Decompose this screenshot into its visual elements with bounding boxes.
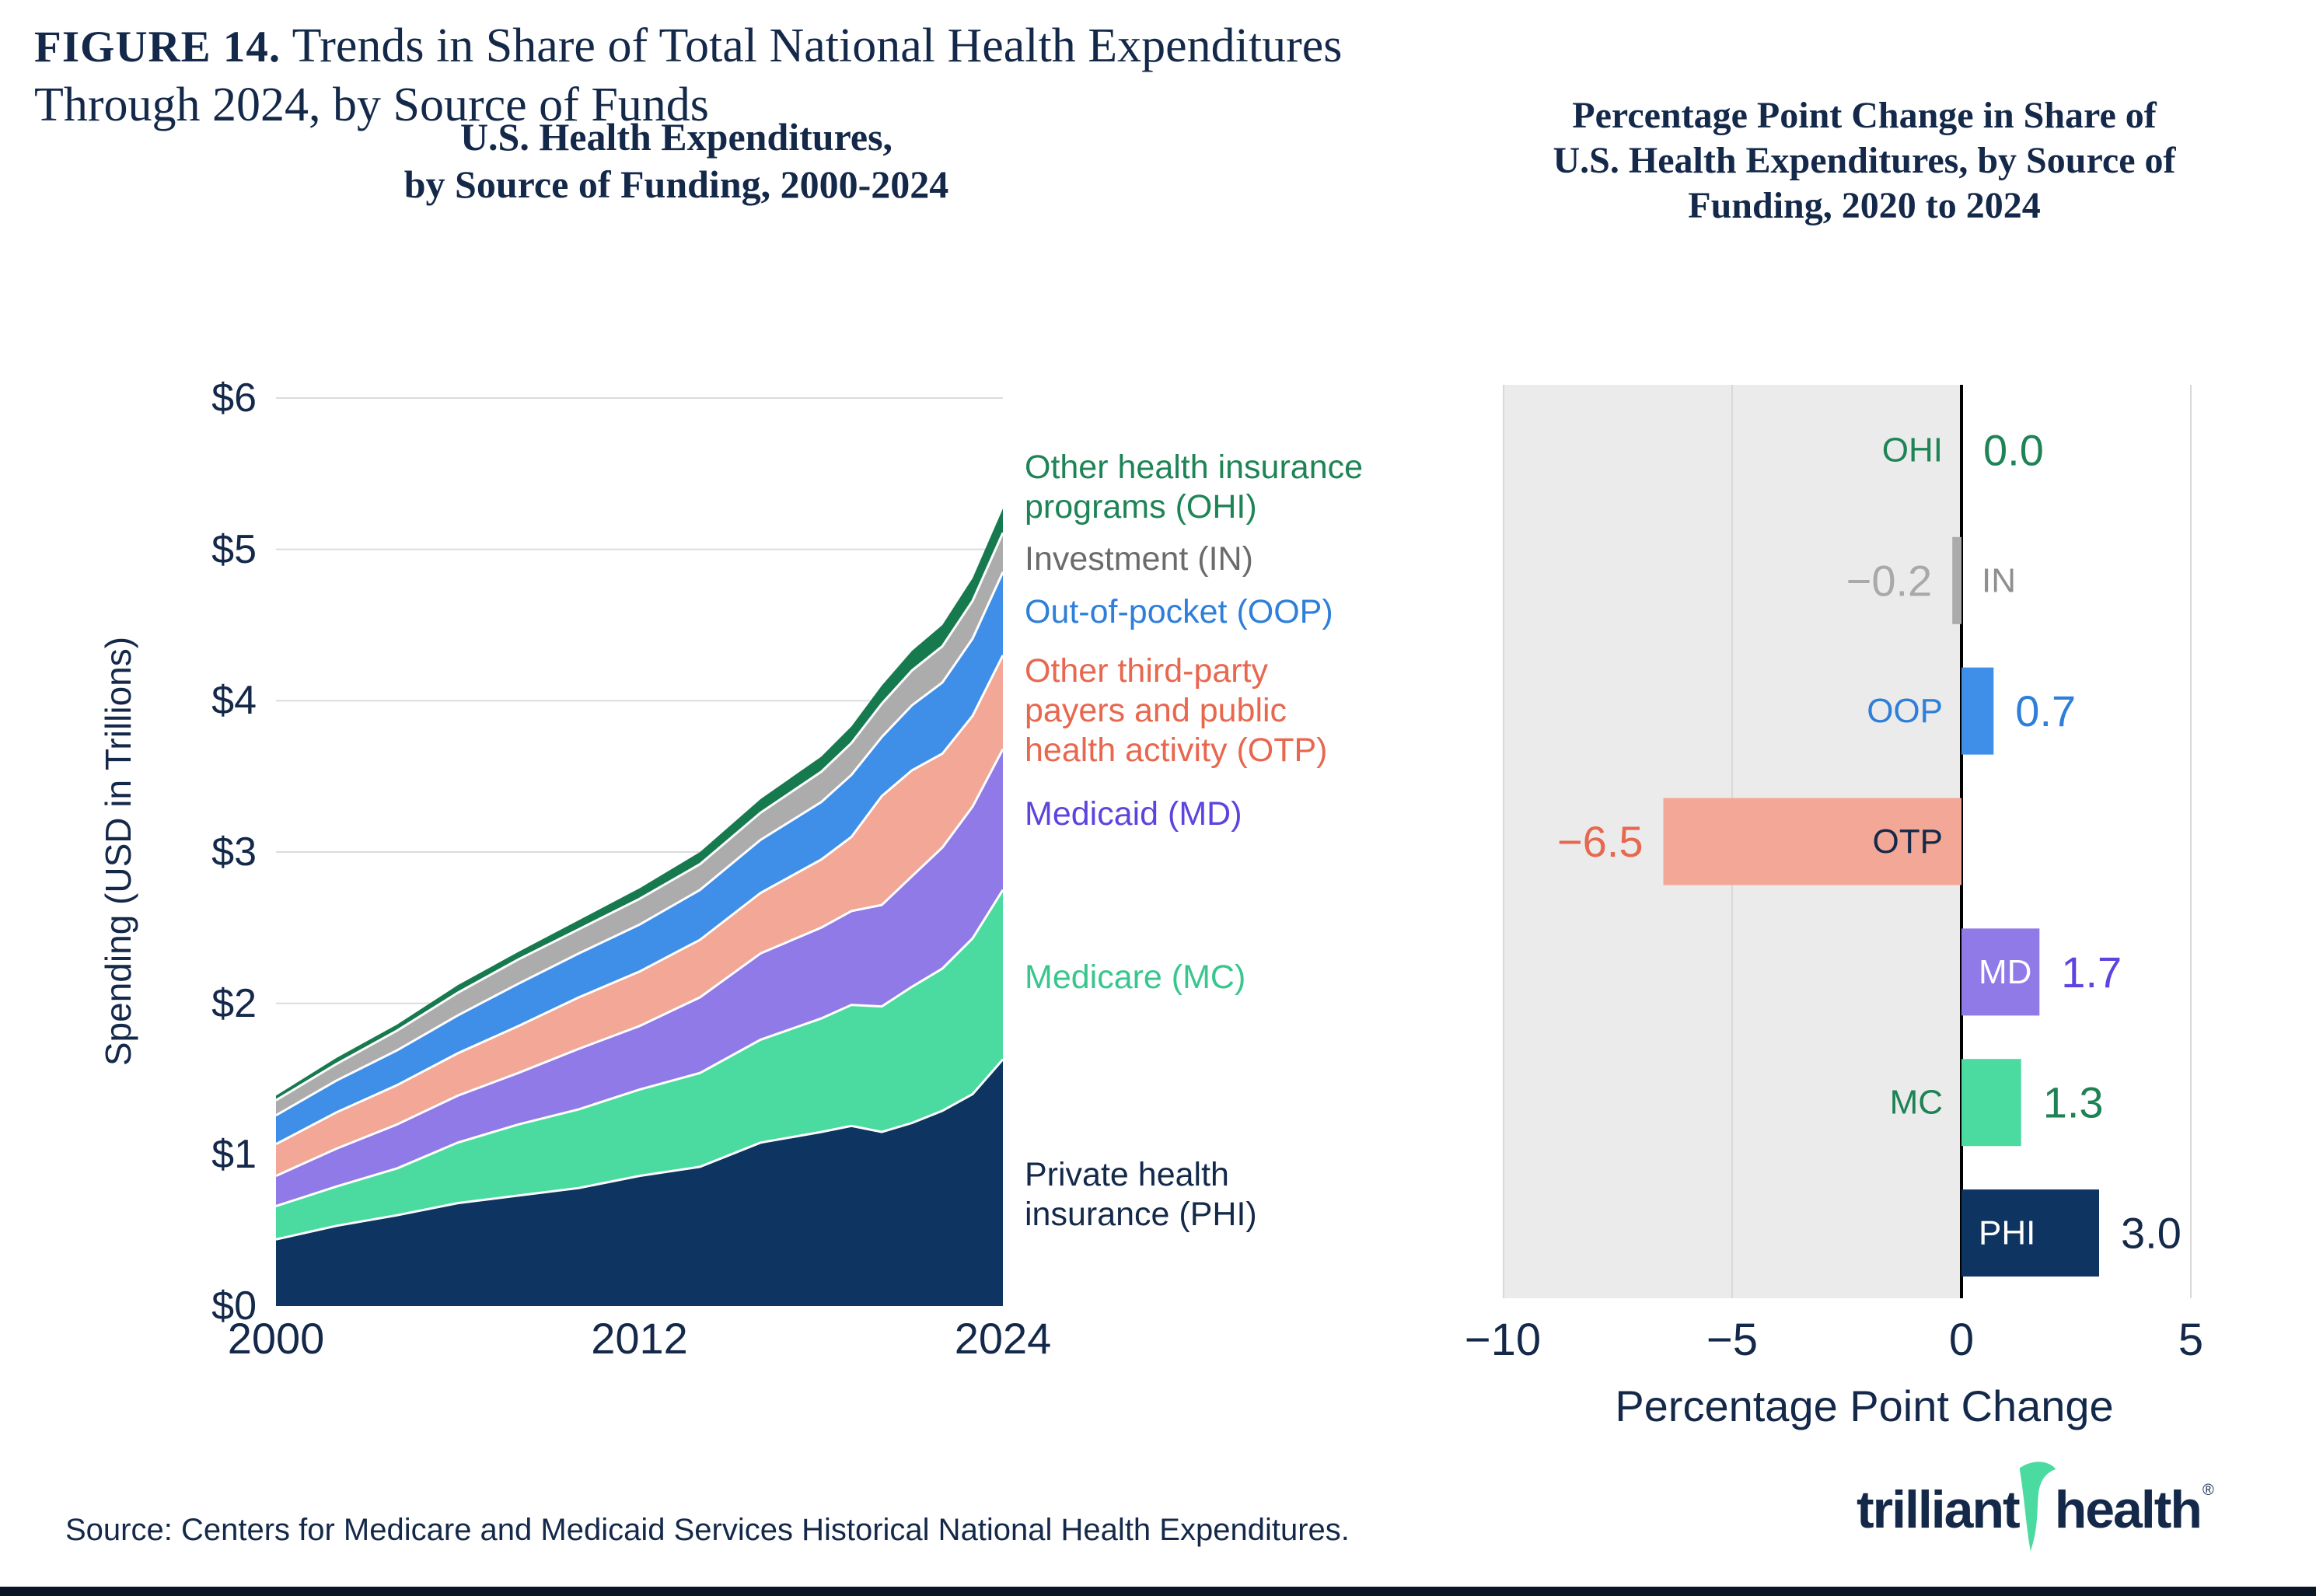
area-separator-IN	[276, 532, 1003, 1102]
area-y-tick-5: $5	[211, 526, 257, 572]
area-y-tick-6: $6	[211, 375, 257, 421]
area-separator-OOP	[276, 571, 1003, 1117]
bar-value-label-OHI: 0.0	[1983, 425, 2044, 474]
logo-word-health: health	[2054, 1480, 2202, 1539]
logo-swoosh-icon	[2017, 1460, 2058, 1557]
figure-title-line1: Trends in Share of Total National Health…	[292, 19, 1343, 72]
bar-chart-title: Percentage Point Change in Share of U.S.…	[1553, 95, 2176, 226]
bar-PHI	[1961, 1189, 2099, 1277]
area-y-tick-2: $2	[211, 980, 257, 1026]
bar-value-label-IN: −0.2	[1846, 556, 1933, 605]
bar-MD	[1961, 928, 2040, 1016]
legend-item-phi: Private health insurance (PHI)	[1025, 1156, 1257, 1233]
bar-chart-plot: OHI 0.0 IN −0.2 OOP 0.7 OTP −6.5 MD 1.7 MC 1.3 PHI 3.…	[1503, 385, 2192, 1298]
bar-x-tick--10: −10	[1464, 1315, 1542, 1365]
legend-item-mc: Medicare (MC)	[1025, 959, 1246, 996]
bar-category-label-MC: MC	[1890, 1084, 1943, 1122]
area-separator-OTP	[276, 655, 1003, 1146]
area-x-tick-2024: 2024	[954, 1314, 1052, 1363]
area-y-tick-4: $4	[211, 678, 257, 724]
bar-category-label-PHI: PHI	[1979, 1214, 2035, 1252]
figure-number-label: FIGURE 14.	[34, 23, 281, 72]
bar-category-label-OHI: OHI	[1882, 431, 1943, 469]
source-note: Source: Centers for Medicare and Medicai…	[65, 1513, 1350, 1547]
bar-category-label-OTP: OTP	[1873, 822, 1943, 861]
legend-item-md: Medicaid (MD)	[1025, 795, 1242, 833]
bar-value-label-MD: 1.7	[2061, 948, 2122, 997]
bar-MC	[1961, 1059, 2021, 1147]
bar-IN	[1952, 536, 1961, 624]
area-chart-title: U.S. Health Expenditures, by Source of F…	[403, 115, 949, 206]
area-chart-plot	[276, 397, 1003, 1306]
legend-item-otp: Other third-party payers and public heal…	[1025, 652, 1328, 769]
area-separator-MD	[276, 748, 1003, 1177]
bottom-accent-strip	[0, 1587, 2316, 1596]
bar-value-label-MC: 1.3	[2043, 1078, 2104, 1127]
figure-title: FIGURE 14. Trends in Share of Total Nati…	[34, 17, 1667, 134]
area-y-tick-1: $1	[211, 1132, 257, 1178]
bar-x-tick-5: 5	[2178, 1315, 2204, 1365]
bar-x-axis-title: Percentage Point Change	[1615, 1381, 2114, 1430]
area-band-PHI	[276, 1059, 1003, 1306]
area-x-tick-2000: 2000	[227, 1314, 325, 1363]
bar-x-tick-0: 0	[1948, 1315, 1975, 1365]
bar-OOP	[1961, 667, 1994, 755]
area-y-tick-0: $0	[211, 1283, 257, 1329]
area-y-tick-3: $3	[211, 829, 257, 875]
area-band-OTP	[276, 655, 1003, 1176]
bar-value-label-OOP: 0.7	[2015, 686, 2076, 735]
logo-word-trilliant: trilliant	[1857, 1480, 2021, 1539]
figure-title-line2: Through 2024, by Source of Funds	[34, 79, 709, 131]
bar-category-label-OOP: OOP	[1867, 692, 1943, 730]
bar-value-label-OTP: −6.5	[1557, 817, 1644, 866]
bar-x-tick--5: −5	[1706, 1315, 1759, 1365]
trilliant-health-logo: trilliant health ®	[1857, 1462, 2214, 1557]
area-separator-PHI	[276, 1058, 1003, 1241]
bar-OTP	[1663, 798, 1961, 885]
area-band-MC	[276, 889, 1003, 1240]
bar-category-label-IN: IN	[1982, 561, 2016, 599]
legend-item-ohi: Other health insurance programs (OHI)	[1025, 449, 1364, 526]
legend-item-oop: Out-of-pocket (OOP)	[1025, 593, 1333, 630]
area-x-tick-2012: 2012	[591, 1314, 688, 1363]
legend-item-in: Investment (IN)	[1025, 540, 1253, 578]
area-band-MD	[276, 749, 1003, 1207]
bar-category-label-MD: MD	[1979, 953, 2031, 991]
area-separator-MC	[276, 889, 1003, 1207]
registered-trademark-icon: ®	[2202, 1482, 2214, 1499]
area-band-OOP	[276, 571, 1003, 1144]
bar-value-label-PHI: 3.0	[2121, 1209, 2182, 1258]
